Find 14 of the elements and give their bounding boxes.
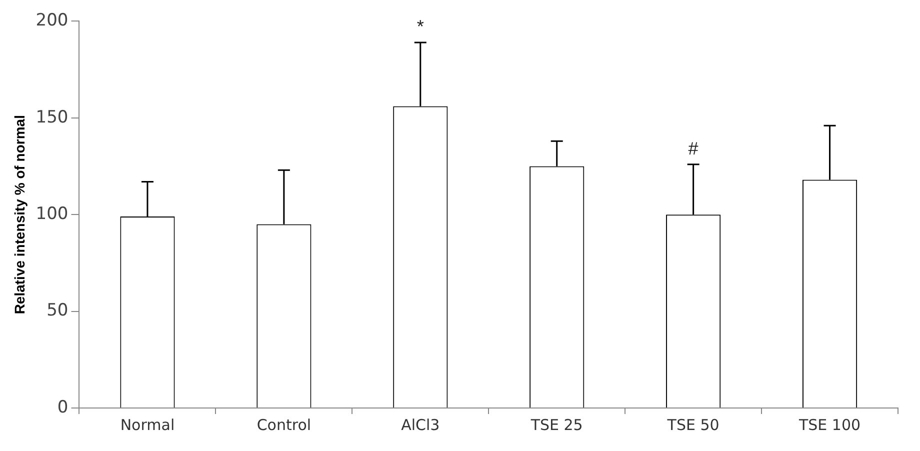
x-tick-label: TSE 25 bbox=[530, 416, 583, 434]
y-tick-label: 50 bbox=[46, 300, 68, 321]
x-tick-label: Control bbox=[256, 416, 312, 434]
x-tick-label: Normal bbox=[120, 416, 175, 434]
y-tick-label: 100 bbox=[36, 204, 68, 224]
annotation: * bbox=[416, 16, 424, 36]
y-tick-label: 0 bbox=[57, 397, 68, 418]
x-tick-label: TSE 50 bbox=[666, 416, 720, 434]
y-tick-label: 150 bbox=[36, 107, 68, 128]
y-tick-label: 200 bbox=[36, 10, 68, 31]
x-tick-label: TSE 100 bbox=[798, 416, 861, 434]
y-axis-title: Relative intensity % of normal bbox=[11, 115, 28, 314]
annotation: # bbox=[688, 138, 698, 158]
x-tick-label: AlCl3 bbox=[401, 416, 440, 434]
